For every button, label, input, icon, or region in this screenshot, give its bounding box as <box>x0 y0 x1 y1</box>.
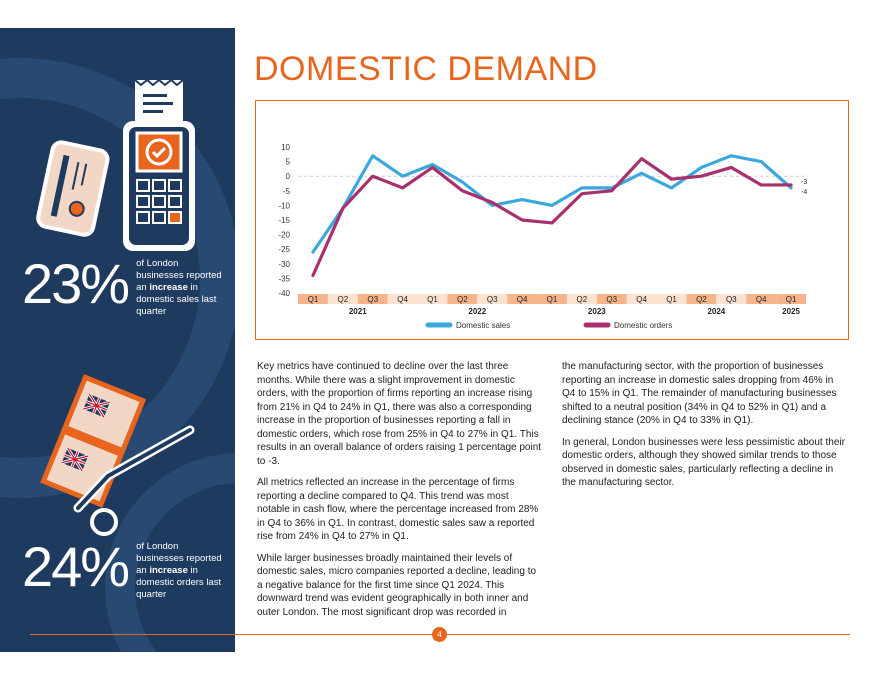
x-tick-label: Q1 <box>427 295 438 304</box>
stat-domestic-orders: 24% of London businesses reported an inc… <box>22 539 226 601</box>
paragraph: All metrics reflected an increase in the… <box>257 477 539 542</box>
chart-panel: 10 5 0 -5 -10 -15 -20 -25 -30 -35 -40 Q1 Q2 Q3 Q4 Q1 Q2 Q… <box>255 100 849 340</box>
card-terminal-icon <box>36 78 195 251</box>
legend-label: Domestic orders <box>614 321 672 330</box>
year-label: 2022 <box>468 307 486 316</box>
y-tick-label: 0 <box>286 172 291 181</box>
trolley-boxes-icon <box>40 374 195 536</box>
y-tick-label: -20 <box>278 231 290 240</box>
background-swirl <box>0 58 235 652</box>
y-tick-label: -5 <box>283 187 291 196</box>
y-tick-label: 10 <box>281 143 290 152</box>
y-tick-label: -15 <box>278 216 290 225</box>
page-number: 4 <box>432 627 447 642</box>
category-band <box>298 294 328 304</box>
category-band <box>686 294 717 304</box>
paragraph: the manufacturing sector, with the propo… <box>562 361 837 426</box>
category-band <box>716 294 747 304</box>
y-tick-label: 5 <box>286 158 291 167</box>
category-band <box>357 294 388 304</box>
category-band <box>447 294 478 304</box>
stat-domestic-sales: 23% of London businesses reported an inc… <box>22 256 226 318</box>
x-tick-label: Q1 <box>308 295 319 304</box>
x-tick-label: Q3 <box>487 295 498 304</box>
y-tick-label: -30 <box>278 260 290 269</box>
x-tick-label: Q4 <box>636 295 647 304</box>
x-tick-label: Q2 <box>457 295 468 304</box>
y-tick-label: -25 <box>278 245 290 254</box>
x-tick-label: Q4 <box>397 295 408 304</box>
x-tick-label: Q3 <box>726 295 737 304</box>
category-band <box>327 294 358 304</box>
category-band <box>387 294 418 304</box>
x-tick-label: Q4 <box>756 295 767 304</box>
x-tick-label: Q3 <box>606 295 617 304</box>
x-tick-label: Q2 <box>337 295 348 304</box>
x-tick-label: Q1 <box>666 295 677 304</box>
category-band <box>596 294 627 304</box>
category-band <box>417 294 448 304</box>
paragraph: While larger businesses broadly maintain… <box>257 552 537 618</box>
stat-description: of London businesses reported an increas… <box>136 258 222 317</box>
legend-label: Domestic sales <box>456 321 510 330</box>
series-line-0 <box>311 154 793 254</box>
category-band <box>566 294 597 304</box>
body-column-2: the manufacturing sector, with the propo… <box>562 360 848 498</box>
x-tick-label: Q1 <box>786 295 797 304</box>
category-band <box>626 294 657 304</box>
stat-description: of London businesses reported an increas… <box>136 541 222 600</box>
category-band <box>776 294 806 304</box>
category-band <box>477 294 508 304</box>
category-band <box>507 294 538 304</box>
series-end-label: -4 <box>801 189 807 196</box>
y-tick-label: -35 <box>278 274 290 283</box>
y-tick-label: -40 <box>278 289 290 298</box>
series-line-1 <box>311 157 793 278</box>
line-chart: 10 5 0 -5 -10 -15 -20 -25 -30 -35 -40 Q1 Q2 Q3 Q4 Q1 Q2 Q… <box>278 143 807 330</box>
x-tick-label: Q1 <box>547 295 558 304</box>
category-band <box>537 294 567 304</box>
paragraph: Key metrics have continued to decline ov… <box>257 361 542 467</box>
x-tick-label: Q2 <box>577 295 588 304</box>
x-tick-label: Q4 <box>517 295 528 304</box>
category-band <box>746 294 777 304</box>
year-label: 2021 <box>349 307 367 316</box>
y-tick-label: -10 <box>278 201 290 210</box>
category-band <box>656 294 687 304</box>
x-tick-label: Q2 <box>696 295 707 304</box>
series-end-label: -3 <box>801 179 807 186</box>
sidebar: 23% of London businesses reported an inc… <box>0 28 235 652</box>
stat-value: 23% <box>22 252 130 315</box>
page-title: DOMESTIC DEMAND <box>254 50 598 88</box>
stat-value: 24% <box>22 535 130 598</box>
year-label: 2023 <box>588 307 606 316</box>
x-tick-label: Q3 <box>367 295 378 304</box>
year-label: 2025 <box>782 307 800 316</box>
year-label: 2024 <box>707 307 725 316</box>
paragraph: In general, London businesses were less … <box>562 436 845 489</box>
body-column-1: Key metrics have continued to decline ov… <box>257 360 543 627</box>
